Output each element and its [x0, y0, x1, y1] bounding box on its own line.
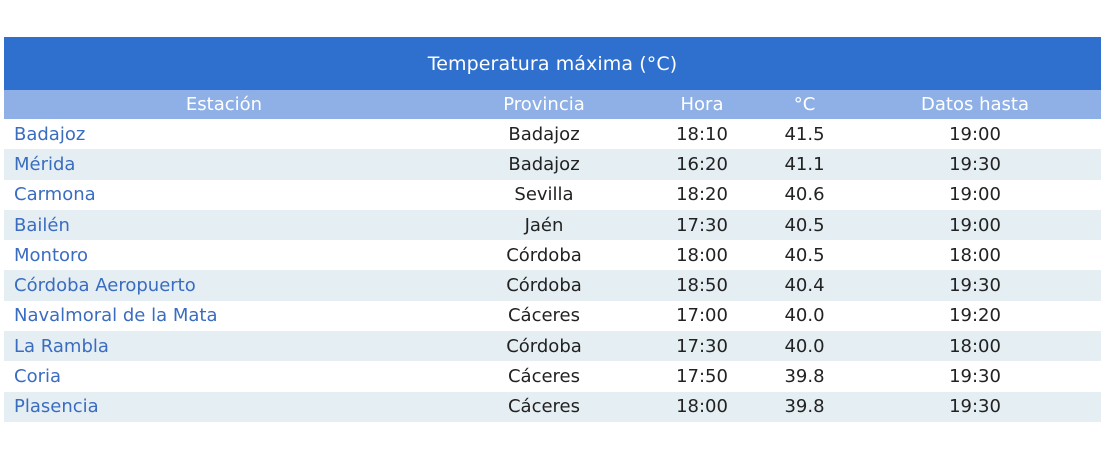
data-until-cell: 18:00 — [949, 335, 1001, 357]
data-until-cell: 19:30 — [949, 153, 1001, 175]
temperature-cell: 40.0 — [784, 335, 825, 357]
temperature-cell: 40.5 — [784, 214, 825, 236]
max-temperature-table: Temperatura máxima (°C) Estación Provinc… — [4, 37, 1101, 422]
table-row: Mérida Badajoz 16:20 41.1 19:30 — [4, 149, 1101, 180]
temperature-cell: 40.4 — [784, 275, 825, 297]
table-row: Bailén Jaén 17:30 40.5 19:00 — [4, 209, 1101, 241]
station-link[interactable]: Badajoz — [14, 123, 86, 145]
data-until-cell: 19:00 — [949, 184, 1001, 206]
temperature-cell: 40.6 — [784, 184, 825, 206]
data-until-cell: 18:00 — [949, 244, 1001, 266]
data-until-cell: 19:30 — [949, 275, 1001, 297]
table-row: Carmona Sevilla 18:20 40.6 19:00 — [4, 179, 1101, 210]
time-cell: 18:20 — [676, 184, 728, 206]
province-cell: Sevilla — [514, 184, 574, 206]
time-cell: 16:20 — [676, 153, 728, 175]
header-time: Hora — [680, 94, 724, 115]
time-cell: 18:00 — [676, 244, 728, 266]
table-row: Navalmoral de la Mata Cáceres 17:00 40.0… — [4, 300, 1101, 332]
station-link[interactable]: Carmona — [14, 184, 96, 206]
province-cell: Cáceres — [507, 366, 581, 388]
province-cell: Badajoz — [508, 153, 580, 175]
province-cell: Córdoba — [506, 275, 582, 297]
station-link[interactable]: Córdoba Aeropuerto — [14, 275, 196, 297]
table-row: Montoro Córdoba 18:00 40.5 18:00 — [4, 240, 1101, 271]
time-cell: 17:30 — [676, 214, 728, 236]
data-until-cell: 19:20 — [949, 305, 1001, 327]
time-cell: 18:10 — [676, 123, 728, 145]
province-cell: Jaén — [524, 214, 564, 236]
time-cell: 17:00 — [676, 305, 728, 327]
station-link[interactable]: Mérida — [14, 153, 76, 175]
table-row: Coria Cáceres 17:50 39.8 19:30 — [4, 361, 1101, 392]
province-cell: Badajoz — [508, 123, 580, 145]
table-row: Plasencia Cáceres 18:00 39.8 19:30 — [4, 391, 1101, 422]
station-link[interactable]: Navalmoral de la Mata — [14, 305, 218, 327]
province-cell: Cáceres — [507, 396, 581, 418]
header-temperature: °C — [793, 94, 816, 115]
station-link[interactable]: Montoro — [14, 244, 89, 266]
temperature-cell: 39.8 — [784, 396, 825, 418]
header-station: Estación — [185, 94, 263, 115]
header-province: Provincia — [503, 94, 585, 115]
time-cell: 17:50 — [676, 366, 728, 388]
data-until-cell: 19:30 — [949, 396, 1001, 418]
table-row: Badajoz Badajoz 18:10 41.5 19:00 — [4, 119, 1101, 150]
temperature-cell: 41.5 — [784, 123, 825, 145]
data-until-cell: 19:30 — [949, 366, 1001, 388]
province-cell: Córdoba — [506, 335, 582, 357]
station-link[interactable]: Bailén — [14, 214, 70, 236]
data-until-cell: 19:00 — [949, 214, 1001, 236]
station-link[interactable]: Plasencia — [14, 396, 99, 418]
data-until-cell: 19:00 — [949, 123, 1001, 145]
time-cell: 18:00 — [676, 396, 728, 418]
province-cell: Córdoba — [506, 244, 582, 266]
station-link[interactable]: Coria — [14, 366, 62, 388]
table-header-row: Estación Provincia Hora °C Datos hasta — [4, 90, 1101, 119]
header-data-until: Datos hasta — [921, 94, 1029, 115]
station-link[interactable]: La Rambla — [14, 335, 109, 357]
time-cell: 17:30 — [676, 335, 728, 357]
temperature-cell: 40.0 — [784, 305, 825, 327]
table-row: La Rambla Córdoba 17:30 40.0 18:00 — [4, 331, 1101, 362]
table-title: Temperatura máxima (°C) — [4, 37, 1101, 90]
temperature-cell: 41.1 — [784, 153, 825, 175]
temperature-cell: 39.8 — [784, 366, 825, 388]
temperature-cell: 40.5 — [784, 244, 825, 266]
province-cell: Cáceres — [507, 305, 581, 327]
time-cell: 18:50 — [676, 275, 728, 297]
table-row: Córdoba Aeropuerto Córdoba 18:50 40.4 19… — [4, 270, 1101, 301]
